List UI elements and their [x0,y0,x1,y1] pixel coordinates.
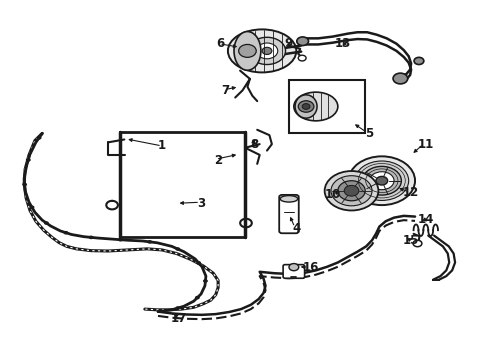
Text: 2: 2 [214,154,222,167]
Text: 15: 15 [403,234,419,247]
Ellipse shape [228,30,296,72]
Text: 16: 16 [303,261,319,274]
Circle shape [248,37,286,64]
Text: 9: 9 [285,37,293,50]
Text: 8: 8 [251,138,259,150]
Circle shape [393,73,408,84]
Circle shape [196,261,201,265]
Ellipse shape [280,195,298,202]
Ellipse shape [294,92,338,121]
Circle shape [64,231,69,234]
Bar [121,132,245,237]
Circle shape [348,156,415,205]
Circle shape [147,240,152,244]
Circle shape [297,37,309,45]
Circle shape [338,181,365,201]
FancyBboxPatch shape [279,195,299,233]
Circle shape [362,166,401,195]
Text: 11: 11 [417,138,434,150]
Text: 5: 5 [366,127,374,140]
Circle shape [26,158,31,162]
Circle shape [331,176,372,206]
Text: 4: 4 [292,222,300,235]
Bar [289,80,365,134]
FancyBboxPatch shape [283,265,305,278]
Circle shape [289,264,299,271]
Circle shape [376,176,388,185]
Circle shape [175,247,180,251]
Circle shape [203,279,208,283]
Circle shape [413,240,422,247]
Circle shape [298,101,314,112]
Text: 10: 10 [325,188,341,201]
Circle shape [29,206,34,209]
Text: 6: 6 [217,37,225,50]
Circle shape [195,296,200,300]
Circle shape [369,172,394,190]
Ellipse shape [295,95,317,118]
Circle shape [175,306,180,310]
Text: 13: 13 [335,37,351,50]
Text: 17: 17 [171,311,187,325]
Circle shape [89,235,94,239]
Text: 14: 14 [417,213,434,226]
Circle shape [22,183,27,186]
Ellipse shape [234,32,261,70]
Circle shape [44,221,49,225]
Text: 3: 3 [197,197,205,210]
Circle shape [344,185,359,196]
Circle shape [302,104,310,109]
Circle shape [256,43,278,59]
Text: 7: 7 [221,84,229,97]
Circle shape [355,161,409,201]
Circle shape [414,57,424,64]
Circle shape [298,55,306,61]
Text: 1: 1 [158,139,166,152]
Text: 12: 12 [403,186,419,199]
Circle shape [239,44,256,57]
Circle shape [37,136,42,140]
Circle shape [118,238,123,242]
Circle shape [325,171,378,211]
Circle shape [262,47,272,54]
